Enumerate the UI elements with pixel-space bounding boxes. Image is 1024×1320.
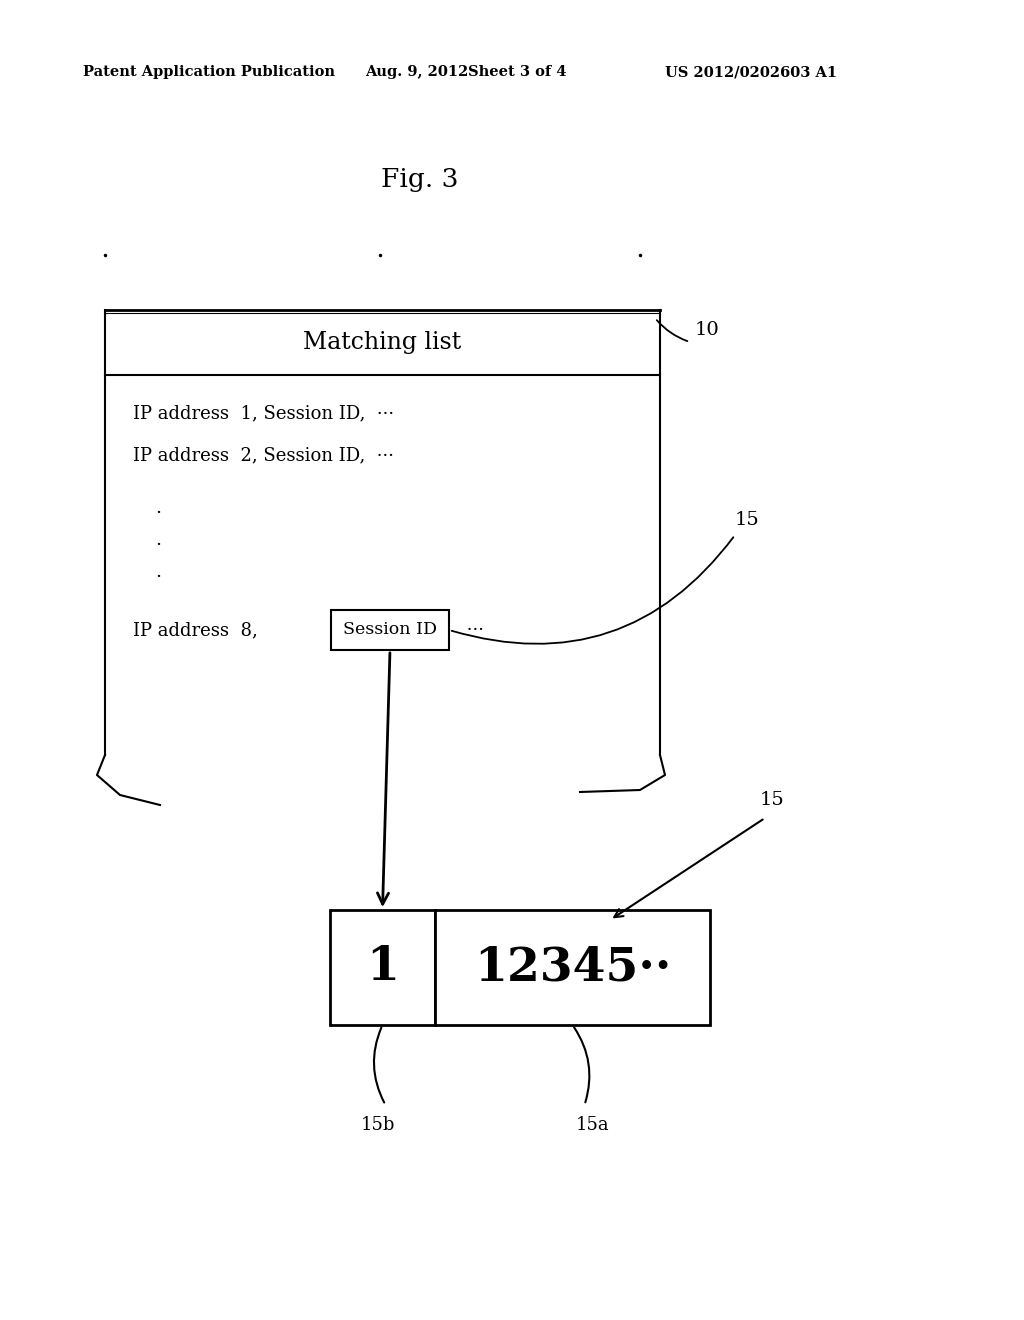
Text: Fig. 3: Fig. 3 xyxy=(381,168,459,193)
Text: ···: ··· xyxy=(461,620,484,639)
Text: 15: 15 xyxy=(735,511,760,529)
Text: IP address  1, Session ID,  ···: IP address 1, Session ID, ··· xyxy=(133,404,394,422)
Text: 15a: 15a xyxy=(575,1115,609,1134)
Bar xyxy=(330,909,435,1026)
Text: 15: 15 xyxy=(760,791,784,809)
Text: ·: · xyxy=(155,568,161,586)
Text: 1: 1 xyxy=(366,945,399,990)
Text: Session ID: Session ID xyxy=(343,622,437,639)
Text: 10: 10 xyxy=(695,321,720,339)
Text: Patent Application Publication: Patent Application Publication xyxy=(83,65,335,79)
Text: IP address  2, Session ID,  ···: IP address 2, Session ID, ··· xyxy=(133,446,394,465)
Text: Matching list: Matching list xyxy=(303,331,462,355)
Text: IP address  8,: IP address 8, xyxy=(133,620,258,639)
Text: US 2012/0202603 A1: US 2012/0202603 A1 xyxy=(665,65,838,79)
Text: ·: · xyxy=(155,536,161,554)
Bar xyxy=(331,610,449,649)
Text: Sheet 3 of 4: Sheet 3 of 4 xyxy=(468,65,566,79)
Bar xyxy=(435,909,710,1026)
Text: 15b: 15b xyxy=(360,1115,394,1134)
Text: Aug. 9, 2012: Aug. 9, 2012 xyxy=(365,65,468,79)
Text: ·: · xyxy=(155,504,161,521)
Text: 12345··: 12345·· xyxy=(474,945,671,990)
